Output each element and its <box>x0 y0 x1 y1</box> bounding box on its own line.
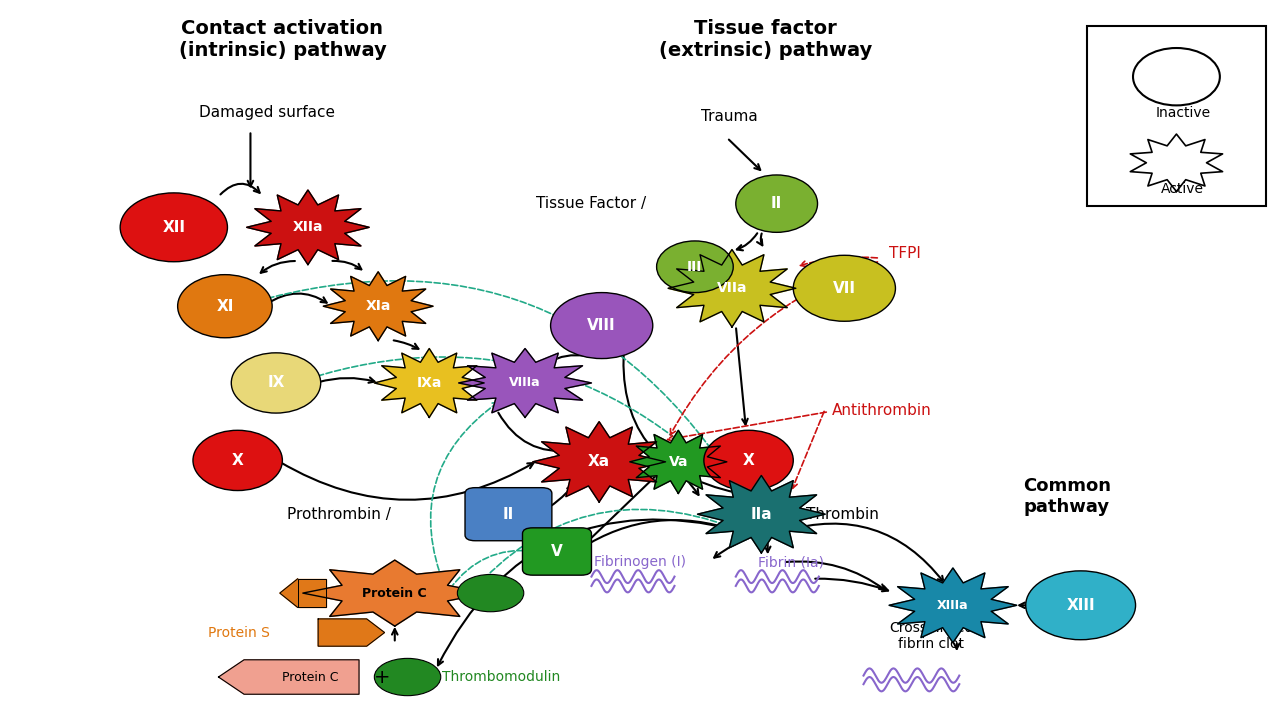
Polygon shape <box>319 619 384 646</box>
Text: X: X <box>232 453 243 468</box>
Text: XIIIa: XIIIa <box>937 599 969 612</box>
Ellipse shape <box>232 353 321 413</box>
Polygon shape <box>458 348 591 418</box>
Circle shape <box>374 658 440 696</box>
Text: Fibrinogen (I): Fibrinogen (I) <box>594 555 686 570</box>
Ellipse shape <box>704 431 794 490</box>
Polygon shape <box>219 660 358 694</box>
Ellipse shape <box>657 241 733 292</box>
Polygon shape <box>1130 134 1222 192</box>
Polygon shape <box>280 579 298 608</box>
Ellipse shape <box>1025 571 1135 639</box>
Ellipse shape <box>178 274 273 338</box>
Polygon shape <box>374 348 484 418</box>
Polygon shape <box>698 475 826 553</box>
Text: XII: XII <box>163 220 186 235</box>
Text: X: X <box>742 453 754 468</box>
Text: XIII: XIII <box>1066 598 1094 613</box>
Polygon shape <box>303 560 486 626</box>
Text: Inactive: Inactive <box>1156 106 1211 120</box>
Text: Protein C: Protein C <box>362 587 428 600</box>
Text: Antithrombin: Antithrombin <box>832 402 932 418</box>
Polygon shape <box>890 568 1016 642</box>
Ellipse shape <box>193 431 283 490</box>
Text: +: + <box>374 667 390 686</box>
FancyBboxPatch shape <box>465 487 552 541</box>
Text: Active: Active <box>1161 182 1204 197</box>
Text: VIIIa: VIIIa <box>509 377 541 390</box>
Text: Cross-linked
fibrin clot: Cross-linked fibrin clot <box>890 621 973 651</box>
Text: IX: IX <box>268 375 284 390</box>
Text: Common
pathway: Common pathway <box>1023 477 1111 516</box>
Text: V: V <box>552 544 563 559</box>
Text: II: II <box>771 196 782 211</box>
FancyBboxPatch shape <box>1087 27 1266 206</box>
Text: Prothrombin /: Prothrombin / <box>287 507 390 522</box>
Text: VII: VII <box>833 281 856 296</box>
Ellipse shape <box>550 292 653 359</box>
Text: XIIa: XIIa <box>293 220 323 234</box>
Polygon shape <box>630 431 727 493</box>
Text: Xa: Xa <box>588 454 611 469</box>
Polygon shape <box>668 250 796 327</box>
Text: II: II <box>503 507 515 522</box>
Text: IIa: IIa <box>750 507 772 522</box>
Text: III: III <box>687 260 703 274</box>
Text: Protein C: Protein C <box>282 670 339 683</box>
Text: XIa: XIa <box>366 300 390 313</box>
Polygon shape <box>247 190 369 265</box>
Text: Va: Va <box>668 455 689 469</box>
Ellipse shape <box>120 193 228 262</box>
Text: Tissue factor
(extrinsic) pathway: Tissue factor (extrinsic) pathway <box>658 19 872 60</box>
Circle shape <box>457 575 524 612</box>
Text: IXa: IXa <box>416 376 442 390</box>
Polygon shape <box>532 422 666 502</box>
Text: Damaged surface: Damaged surface <box>200 105 335 120</box>
Text: Tissue Factor /: Tissue Factor / <box>536 196 646 211</box>
Ellipse shape <box>1133 48 1220 105</box>
Ellipse shape <box>736 175 818 233</box>
Polygon shape <box>324 271 433 341</box>
Text: Trauma: Trauma <box>701 109 758 124</box>
Text: VIIa: VIIa <box>717 282 748 295</box>
FancyBboxPatch shape <box>522 528 591 575</box>
Text: VIII: VIII <box>588 318 616 333</box>
Text: Contact activation
(intrinsic) pathway: Contact activation (intrinsic) pathway <box>178 19 387 60</box>
Text: Fibrin (Ia): Fibrin (Ia) <box>758 555 824 570</box>
Text: Thrombomodulin: Thrombomodulin <box>442 670 561 684</box>
Text: / Thrombin: / Thrombin <box>796 507 878 522</box>
Ellipse shape <box>794 256 896 321</box>
Polygon shape <box>298 579 326 608</box>
Text: Protein S: Protein S <box>209 626 270 639</box>
Text: XI: XI <box>216 299 233 314</box>
Text: TFPI: TFPI <box>890 246 920 261</box>
